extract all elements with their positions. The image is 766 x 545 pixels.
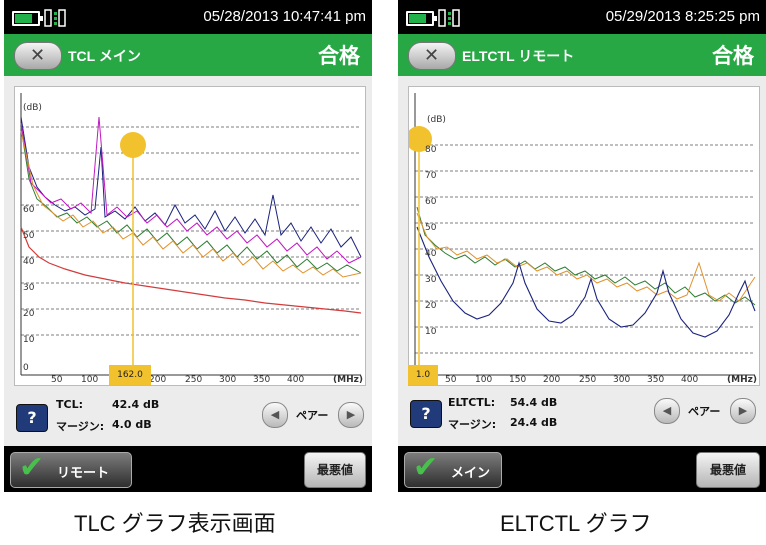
pair-selector: ◀ ペアー ▶ (262, 400, 364, 430)
metric-value: 42.4 dB (112, 398, 160, 411)
x-tick: 350 (253, 375, 271, 385)
margin-label: マージン: (56, 420, 105, 433)
help-icon: ? (421, 404, 431, 423)
battery-icon (12, 11, 43, 26)
y-tick: 0 (23, 363, 29, 373)
network-icon (44, 9, 66, 27)
screen-title: TCL メイン (68, 48, 141, 64)
y-tick: 40 (425, 249, 437, 259)
tcl-plot (20, 93, 362, 376)
main-button-label: メイン (451, 466, 491, 481)
y-tick: 40 (23, 257, 35, 267)
tcl-screen: 05/28/2013 10:47:41 pm ✕ TCL メイン 合格 (dB (4, 0, 372, 492)
pair-label: ペアー (688, 405, 721, 418)
worst-case-button[interactable]: 最悪値 (304, 452, 366, 488)
x-tick: 250 (185, 375, 203, 385)
margin-value: 4.0 dB (112, 418, 152, 431)
x-tick: 100 (81, 375, 99, 385)
y-tick: 10 (23, 335, 35, 345)
y-axis-unit: (dB) (23, 103, 42, 113)
x-axis-unit: (MHz) (333, 375, 363, 385)
x-axis-unit: (MHz) (727, 375, 757, 385)
eltctl-plot (409, 93, 756, 376)
y-tick: 10 (425, 327, 437, 337)
metric-label: TCL: (56, 398, 83, 411)
x-tick: 350 (647, 375, 665, 385)
x-tick: 150 (509, 375, 527, 385)
pair-selector: ◀ ペアー ▶ (654, 396, 756, 426)
y-tick: 60 (23, 205, 35, 215)
pair-next-button[interactable]: ▶ (338, 402, 364, 428)
margin-value: 24.4 dB (510, 416, 558, 429)
pair-next-button[interactable]: ▶ (730, 398, 756, 424)
x-tick: 250 (579, 375, 597, 385)
bottom-bar: ✔ メイン 最悪値 (398, 446, 766, 492)
x-tick: 50 (51, 375, 63, 385)
pair-next-icon: ▶ (738, 404, 748, 417)
pass-verdict: 合格 (318, 44, 360, 68)
caption-left: TLC グラフ表示画面 (74, 511, 276, 536)
y-tick: 50 (425, 223, 437, 233)
back-icon: ✕ (424, 45, 440, 66)
network-icon (438, 9, 460, 27)
status-time: 05/28/2013 10:47:41 pm (203, 8, 366, 25)
y-tick: 60 (425, 197, 437, 207)
battery-icon (406, 11, 437, 26)
tcl-graph[interactable]: (dB) 10 20 30 40 50 60 0 50 100 150 200 … (14, 86, 366, 386)
cursor-value[interactable]: 162.0 (109, 365, 151, 385)
x-tick: 50 (445, 375, 457, 385)
pair-next-icon: ▶ (346, 408, 356, 421)
margin-label: マージン: (448, 418, 497, 431)
status-time: 05/29/2013 8:25:25 pm (605, 8, 760, 25)
pair-prev-button[interactable]: ◀ (262, 402, 288, 428)
metric-label: ELTCTL: (448, 396, 496, 409)
x-tick: 300 (219, 375, 237, 385)
back-button[interactable]: ✕ (14, 42, 62, 70)
y-axis-unit: (dB) (427, 115, 446, 125)
y-tick: 80 (425, 145, 437, 155)
y-tick: 70 (425, 171, 437, 181)
y-tick: 20 (23, 309, 35, 319)
help-button[interactable]: ? (410, 400, 442, 428)
cursor-value[interactable]: 1.0 (408, 365, 438, 385)
y-tick: 20 (425, 301, 437, 311)
title-bar: ✕ ELTCTL リモート 合格 (398, 34, 766, 76)
x-tick: 300 (613, 375, 631, 385)
x-tick: 100 (475, 375, 493, 385)
x-tick: 400 (287, 375, 305, 385)
y-tick: 30 (23, 283, 35, 293)
caption-right: ELTCTL グラフ (500, 511, 652, 536)
screen-title: ELTCTL リモート (462, 48, 575, 64)
x-tick: 400 (681, 375, 699, 385)
pair-label: ペアー (296, 409, 329, 422)
status-bar: 05/29/2013 8:25:25 pm (398, 0, 766, 34)
y-tick: 30 (425, 275, 437, 285)
remote-button[interactable]: ✔ リモート (10, 450, 132, 488)
back-button[interactable]: ✕ (408, 42, 456, 70)
metric-value: 54.4 dB (510, 396, 558, 409)
bottom-bar: ✔ リモート 最悪値 (4, 446, 372, 492)
x-tick: 200 (149, 375, 167, 385)
remote-button-label: リモート (57, 466, 110, 481)
status-bar: 05/28/2013 10:47:41 pm (4, 0, 372, 34)
main-button[interactable]: ✔ メイン (404, 450, 502, 488)
worst-case-button[interactable]: 最悪値 (696, 452, 760, 488)
title-bar: ✕ TCL メイン 合格 (4, 34, 372, 76)
back-icon: ✕ (30, 45, 46, 66)
pair-prev-icon: ◀ (662, 404, 672, 417)
y-tick: 50 (23, 231, 35, 241)
eltctl-screen: 05/29/2013 8:25:25 pm ✕ ELTCTL リモート 合格 (… (398, 0, 766, 492)
eltctl-graph[interactable]: (dB) 80 70 60 50 40 30 20 10 50 100 150 … (408, 86, 760, 386)
help-icon: ? (27, 408, 37, 427)
pass-verdict: 合格 (712, 44, 754, 68)
pair-prev-icon: ◀ (270, 408, 280, 421)
checkmark-icon: ✔ (413, 450, 439, 485)
x-tick: 200 (543, 375, 561, 385)
help-button[interactable]: ? (16, 404, 48, 432)
pair-prev-button[interactable]: ◀ (654, 398, 680, 424)
checkmark-icon: ✔ (19, 450, 45, 485)
